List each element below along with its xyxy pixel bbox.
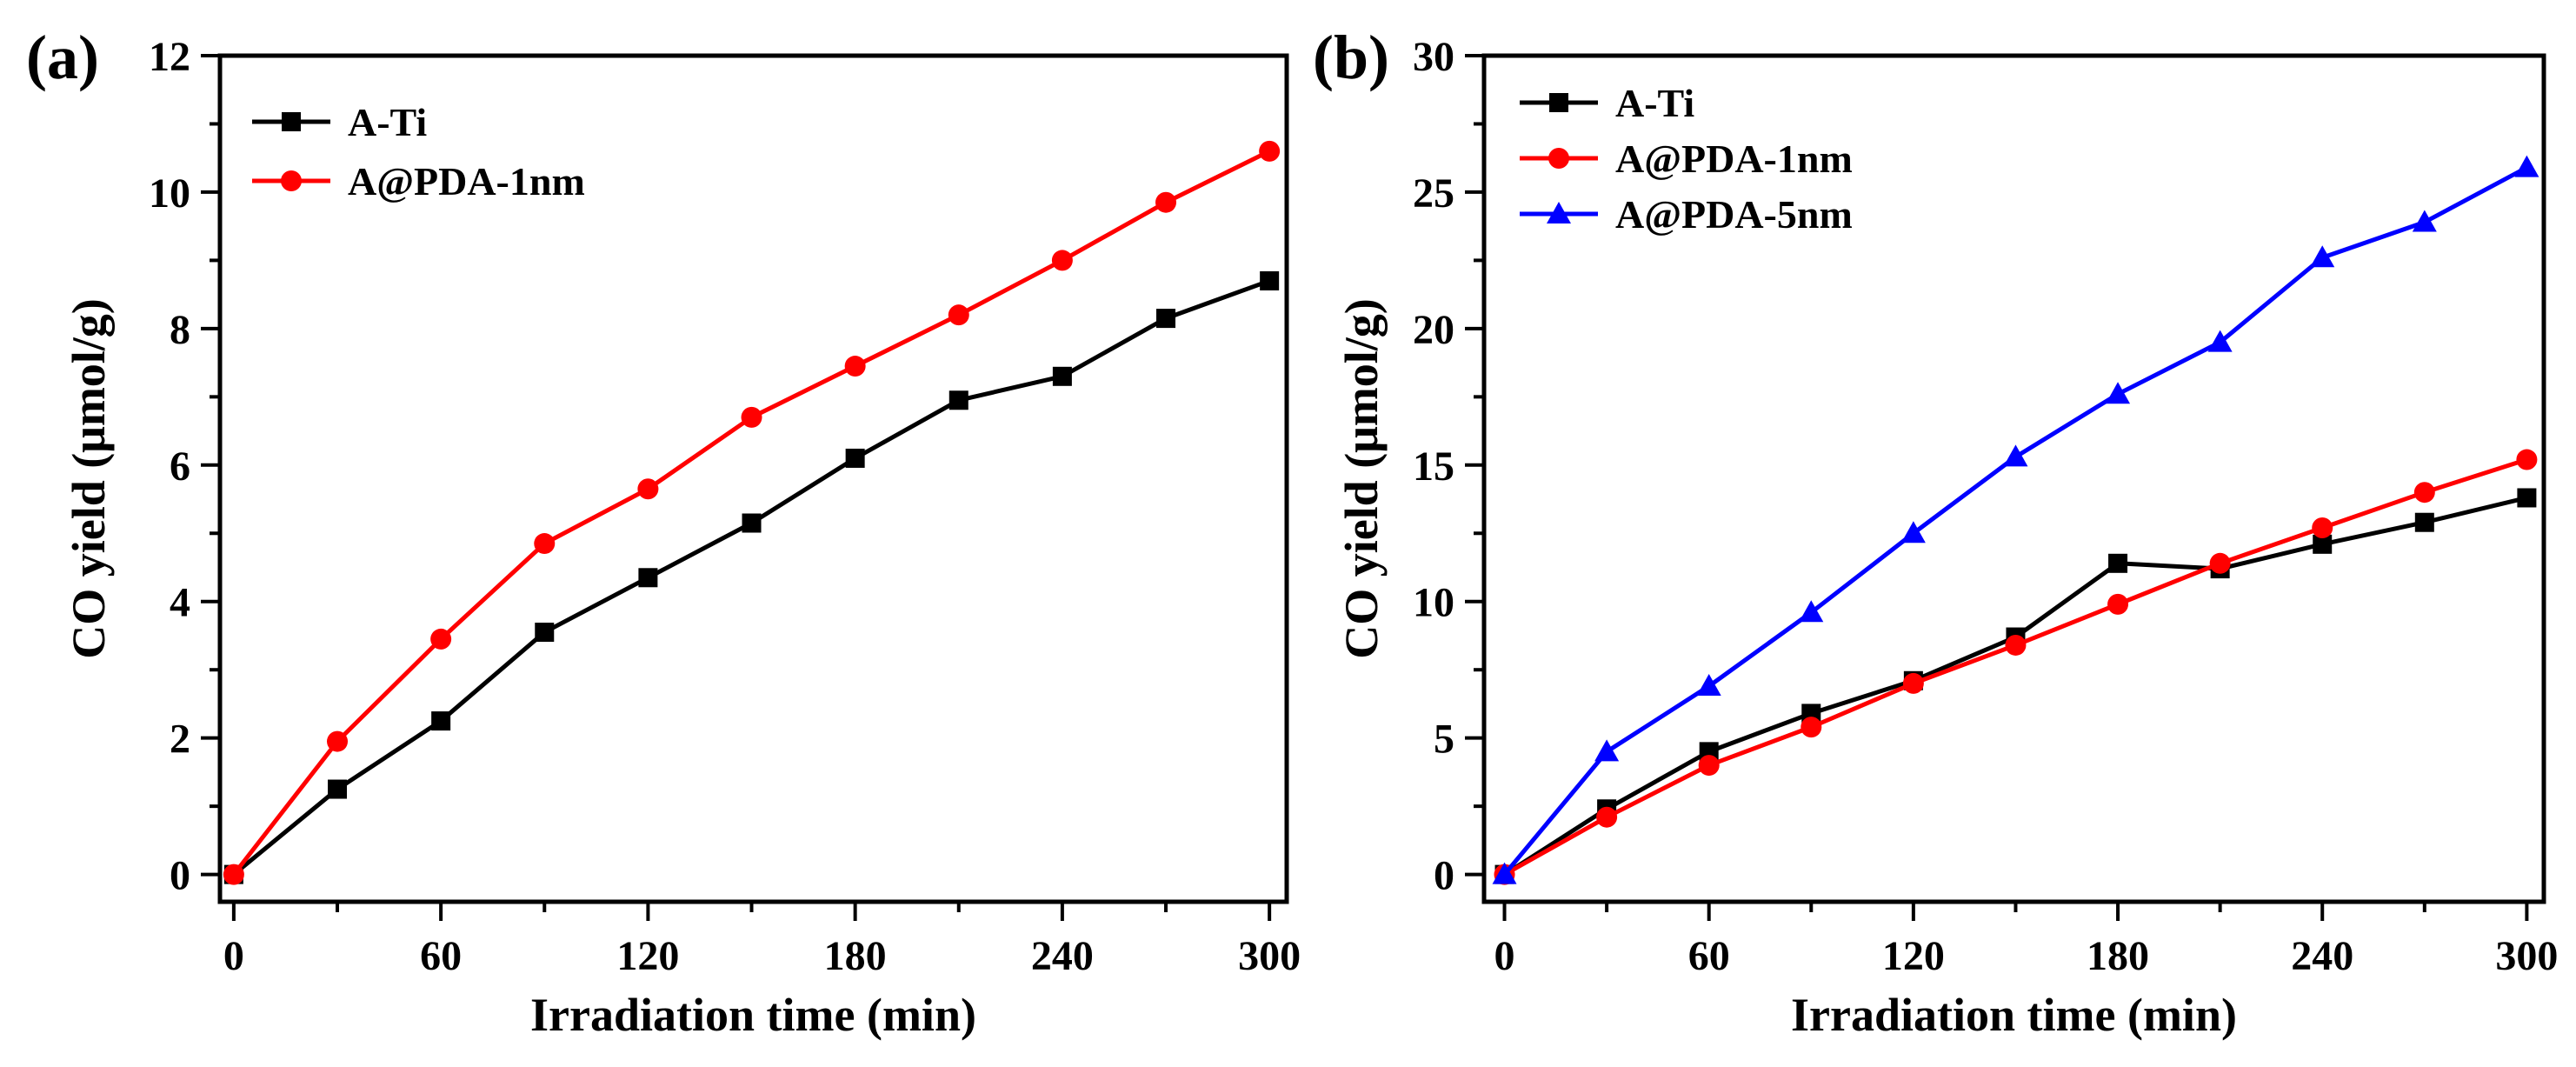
y-tick-label: 25 <box>1413 170 1454 217</box>
data-point <box>2209 552 2231 574</box>
y-tick-label: 30 <box>1413 34 1454 80</box>
data-point <box>2514 155 2539 177</box>
legend-label: A@PDA-1nm <box>1615 137 1853 181</box>
legend-label: A-Ti <box>348 100 427 144</box>
data-point <box>2517 488 2537 508</box>
data-point <box>1155 191 1177 213</box>
y-tick-label: 12 <box>149 34 190 80</box>
data-point <box>1801 717 1822 738</box>
data-point <box>2313 534 2333 554</box>
data-point <box>844 356 866 377</box>
data-point <box>535 623 555 643</box>
data-point <box>638 568 658 588</box>
data-point <box>2107 593 2129 615</box>
data-point <box>1594 739 1620 762</box>
data-point <box>328 779 348 799</box>
data-point <box>1052 366 1072 386</box>
x-tick-label: 240 <box>2291 933 2353 979</box>
data-point <box>1596 806 1618 828</box>
data-point <box>1902 672 1924 694</box>
x-tick-label: 180 <box>824 933 887 979</box>
x-tick-label: 300 <box>2495 933 2558 979</box>
y-tick-label: 5 <box>1434 717 1454 763</box>
chart-panel-b: (b) 0 60 120 180 240 300 0 5 10 15 20 25 30 Irradiatio… <box>1313 23 2558 1041</box>
data-point <box>2005 634 2027 656</box>
data-point <box>2003 444 2028 467</box>
data-point <box>845 448 865 468</box>
data-point <box>1051 250 1073 271</box>
data-point <box>2106 382 2131 404</box>
data-point <box>1698 755 1720 777</box>
data-point <box>1156 309 1176 329</box>
y-tick-label: 0 <box>1434 853 1454 899</box>
data-point <box>2108 553 2128 573</box>
series-line-2 <box>1502 165 2528 877</box>
x-axis-title: Irradiation time (min) <box>1791 989 2237 1041</box>
data-point <box>741 406 762 428</box>
data-point <box>534 533 556 555</box>
series-line-1 <box>231 149 1271 877</box>
data-point <box>2412 210 2437 232</box>
x-tick-label: 240 <box>1031 933 1094 979</box>
data-point <box>2516 449 2538 470</box>
y-tick-label: 10 <box>149 170 190 217</box>
series-line-0 <box>1503 496 2527 877</box>
y-axis-title: CO yield (μmol/g) <box>1335 298 1388 659</box>
data-point <box>2207 330 2233 352</box>
y-tick-label: 15 <box>1413 443 1454 490</box>
data-point <box>1696 674 1721 697</box>
series-line-1 <box>1503 457 2528 877</box>
data-point <box>637 478 659 500</box>
x-tick-label: 120 <box>1882 933 1945 979</box>
chart-panel-a: (a) 0 60 120 180 240 300 0 2 4 6 8 10 12 Irradiation t… <box>26 23 1301 1041</box>
panel-label: (a) <box>26 23 99 92</box>
x-tick-label: 0 <box>1494 933 1515 979</box>
data-point <box>1900 521 1926 544</box>
data-point <box>2413 482 2435 503</box>
legend-marker <box>281 170 302 191</box>
data-point <box>2310 245 2335 268</box>
series-line-0 <box>232 278 1270 877</box>
x-tick-label: 60 <box>420 933 462 979</box>
y-tick-label: 20 <box>1413 307 1454 353</box>
x-tick-label: 120 <box>616 933 679 979</box>
y-tick-label: 6 <box>170 443 190 490</box>
x-axis-title: Irradiation time (min) <box>530 989 976 1041</box>
data-point <box>1799 600 1824 623</box>
data-point <box>742 513 762 533</box>
data-point <box>949 390 968 410</box>
data-point <box>431 711 451 731</box>
y-axis-title: CO yield (μmol/g) <box>63 298 115 659</box>
legend-label: A-Ti <box>1615 81 1694 125</box>
y-tick-label: 0 <box>170 853 190 899</box>
legend-marker <box>1549 93 1568 112</box>
legend-label: A@PDA-5nm <box>1615 192 1853 237</box>
data-point <box>223 864 244 885</box>
data-point <box>2414 512 2434 532</box>
plot-frame <box>1481 53 2546 904</box>
data-point <box>430 628 452 650</box>
legend-marker <box>282 112 301 131</box>
legend-marker <box>1547 202 1571 223</box>
x-tick-label: 180 <box>2087 933 2149 979</box>
data-point <box>1260 270 1280 290</box>
y-tick-label: 4 <box>170 580 190 626</box>
data-point <box>327 730 349 752</box>
panel-label: (b) <box>1313 23 1389 92</box>
legend-marker <box>1548 148 1569 169</box>
data-point <box>1492 862 1517 884</box>
y-tick-label: 2 <box>170 717 190 763</box>
data-point <box>2312 517 2333 538</box>
data-point <box>1259 140 1281 162</box>
legend-label: A@PDA-1nm <box>348 159 585 203</box>
x-tick-label: 0 <box>223 933 244 979</box>
x-tick-label: 60 <box>1688 933 1730 979</box>
y-tick-label: 8 <box>170 307 190 353</box>
x-tick-label: 300 <box>1238 933 1301 979</box>
y-tick-label: 10 <box>1413 580 1454 626</box>
data-point <box>948 304 969 326</box>
